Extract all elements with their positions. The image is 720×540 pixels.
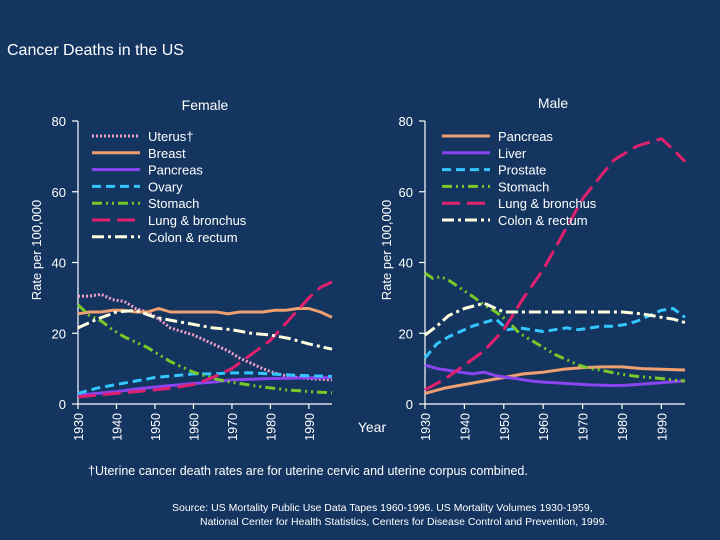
male-x-tick-label: 1960 <box>537 413 551 441</box>
slide-title: Cancer Deaths in the US <box>7 42 184 59</box>
male-series-lung-bronchus <box>424 137 687 392</box>
male-y-axis-label: Rate per 100,000 <box>379 200 394 300</box>
source-line-2: National Center for Health Statistics, C… <box>200 516 608 528</box>
male-legend-label: Liver <box>498 146 527 161</box>
male-chart: Male Rate per 100,000 0 20 40 60 80 1930 1940 195… <box>379 95 687 441</box>
male-x-tick-label: 1980 <box>616 413 630 441</box>
footnote: †Uterine cancer death rates are for uter… <box>88 464 528 478</box>
female-x-tick-label: 1950 <box>149 413 163 441</box>
male-x-tick-label: 1950 <box>498 413 512 441</box>
male-x-tick-label: 1930 <box>419 413 433 441</box>
male-chart-title: Male <box>538 95 569 111</box>
x-axis-label: Year <box>358 419 387 435</box>
female-x-tick-label: 1930 <box>72 413 86 441</box>
male-series-colon-rectum <box>424 301 686 337</box>
male-legend-label: Colon & rectum <box>498 213 588 228</box>
female-series-stomach <box>76 303 333 395</box>
male-legend-label: Stomach <box>498 179 549 194</box>
male-y-tick-label: 0 <box>406 397 413 412</box>
source-line-1: Source: US Mortality Public Use Data Tap… <box>172 502 593 514</box>
female-legend-label: Pancreas <box>148 163 203 178</box>
female-x-tick-label: 1990 <box>303 413 317 441</box>
female-legend-label: Stomach <box>148 196 199 211</box>
female-y-tick-label: 20 <box>52 326 66 341</box>
male-series-liver <box>424 363 686 388</box>
male-legend-label: Pancreas <box>498 129 553 144</box>
female-legend-label: Colon & rectum <box>148 230 238 245</box>
male-legend-label: Prostate <box>498 163 546 178</box>
female-series-breast <box>77 307 333 319</box>
female-series-colon-rectum <box>77 308 333 351</box>
female-y-tick-label: 40 <box>52 256 66 271</box>
male-series-prostate <box>423 307 686 359</box>
female-x-tick-label: 1980 <box>264 413 278 441</box>
female-legend-label: Uterus† <box>148 129 194 144</box>
male-legend-label: Lung & bronchus <box>498 196 597 211</box>
male-y-tick-label: 80 <box>399 114 413 129</box>
male-x-tick-label: 1990 <box>655 413 669 441</box>
female-x-tick-label: 1940 <box>110 413 124 441</box>
female-x-tick-label: 1960 <box>187 413 201 441</box>
female-y-tick-label: 0 <box>59 397 66 412</box>
female-legend-label: Breast <box>148 146 186 161</box>
female-legend-label: Ovary <box>148 179 183 194</box>
male-series-stomach <box>424 271 686 383</box>
female-x-tick-label: 1970 <box>226 413 240 441</box>
male-series-pancreas <box>424 365 686 395</box>
male-y-tick-label: 60 <box>399 185 413 200</box>
female-series-uterus <box>78 292 333 382</box>
female-series-lung-bronchus <box>77 280 333 399</box>
female-chart-title: Female <box>182 97 229 113</box>
female-y-axis-label: Rate per 100,000 <box>29 200 44 300</box>
male-x-tick-label: 1940 <box>458 413 472 441</box>
male-y-tick-label: 40 <box>399 256 413 271</box>
female-y-tick-label: 60 <box>52 185 66 200</box>
female-series-pancreas <box>77 376 333 397</box>
female-y-tick-label: 80 <box>52 114 66 129</box>
male-y-tick-label: 20 <box>399 326 413 341</box>
female-chart: Female Rate per 100,000 0 20 40 60 80 1930 1940 1… <box>29 97 333 441</box>
male-x-tick-label: 1970 <box>577 413 591 441</box>
female-legend-label: Lung & bronchus <box>148 213 247 228</box>
